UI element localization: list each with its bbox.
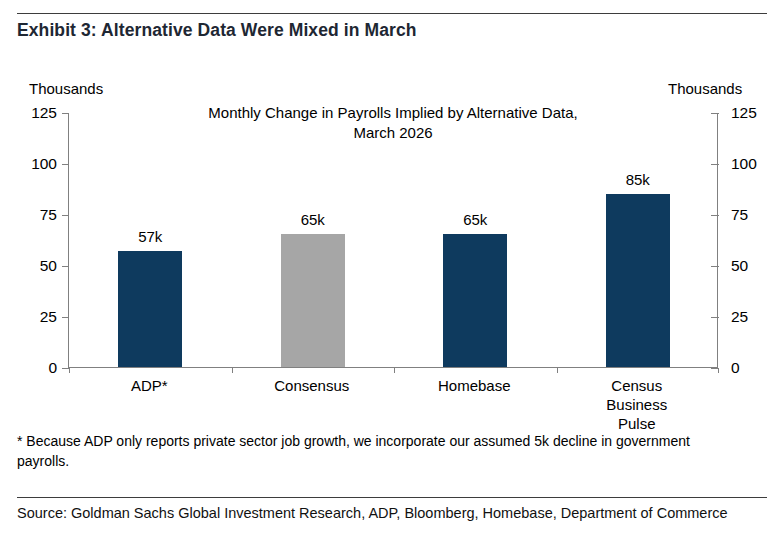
right-axis-tick-mark [711,113,719,114]
left-axis-tick-mark [62,317,69,318]
right-axis-tick-mark [711,215,719,216]
right-axis-tick-label: 75 [731,206,775,224]
left-axis-tick-mark [62,368,69,369]
right-axis-tick-label: 100 [731,155,775,173]
x-axis-tick-mark [394,368,395,373]
left-axis-unit-label: Thousands [29,80,103,97]
left-axis-tick-mark [62,113,69,114]
bar-value-label: 85k [598,171,678,188]
right-axis-tick-mark [711,317,719,318]
right-axis-tick-mark [711,164,719,165]
x-axis-category-label: Census Business Pulse [589,376,685,433]
bar-adp [118,251,182,367]
x-axis-tick-mark [718,368,719,373]
x-axis-tick-mark [557,368,558,373]
left-axis-tick-label: 50 [13,257,57,275]
right-axis-unit-label: Thousands [668,80,742,97]
right-axis-tick-label: 50 [731,257,775,275]
x-axis-category-label: Homebase [426,376,522,395]
right-axis-tick-mark [711,266,719,267]
left-axis-tick-mark [62,215,69,216]
footnote: * Because ADP only reports private secto… [17,431,717,471]
plot-area: 0025255050757510010012512557k65k65k85k [68,113,718,368]
bar-homebase [443,234,507,367]
x-axis-tick-mark [232,368,233,373]
right-axis-tick-label: 0 [731,359,775,377]
bar-value-label: 65k [273,211,353,228]
x-axis-tick-mark [69,368,70,373]
x-axis-category-label: Consensus [264,376,360,395]
left-axis-tick-label: 75 [13,206,57,224]
source-line: Source: Goldman Sachs Global Investment … [17,505,777,521]
exhibit-title: Exhibit 3: Alternative Data Were Mixed i… [17,20,417,41]
left-axis-tick-label: 125 [13,104,57,122]
left-axis-tick-mark [62,164,69,165]
right-axis-tick-label: 125 [731,104,775,122]
bar-value-label: 65k [435,211,515,228]
x-axis-category-label: ADP* [101,376,197,395]
exhibit-page: Exhibit 3: Alternative Data Were Mixed i… [0,0,784,536]
top-divider [17,13,767,14]
bar-value-label: 57k [110,228,190,245]
left-axis-tick-mark [62,266,69,267]
left-axis-tick-label: 25 [13,308,57,326]
right-axis-tick-label: 25 [731,308,775,326]
left-axis-tick-label: 0 [13,359,57,377]
left-axis-tick-label: 100 [13,155,57,173]
bottom-divider [17,497,767,498]
bar-consensus [281,234,345,367]
bar-census-business-pulse [606,194,670,367]
